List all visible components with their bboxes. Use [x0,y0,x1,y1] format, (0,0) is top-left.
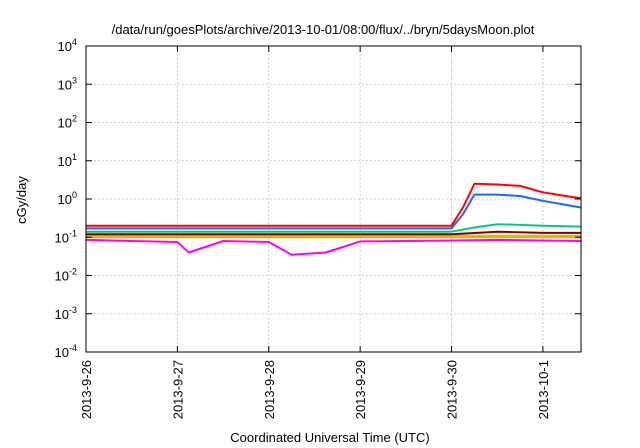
series-line [86,193,582,230]
x-tick-label: 2013-10-1 [536,360,551,419]
series-line [86,223,582,233]
chart-title: /data/run/goesPlots/archive/2013-10-01/0… [112,22,535,37]
x-axis-label: Coordinated Universal Time (UTC) [230,430,429,445]
series-line [86,182,582,227]
series-line [85,238,582,256]
x-tick-label: 2013-9-28 [262,360,277,419]
y-axis-label: cGy/day [14,176,29,224]
x-tick-label: 2013-9-27 [170,360,185,419]
y-tick-label: 103 [58,75,77,92]
y-tick-label: 10-2 [55,267,77,284]
series-line [86,230,581,236]
y-tick-label: 104 [58,37,77,54]
x-tick-label: 2013-9-26 [79,360,94,419]
y-tick-label: 100 [58,190,77,207]
grid [85,46,581,352]
y-tick-label: 10-4 [55,343,77,360]
y-tick-label: 102 [58,114,77,131]
x-tick-label: 2013-9-29 [353,360,368,419]
y-tick-label: 101 [58,152,77,169]
y-tick-label: 10-1 [55,228,77,245]
series-lines [85,182,582,256]
x-tick-label: 2013-9-30 [445,360,460,419]
axis-ticks: 10-4 10-3 10-2 10-1 100 101 102 103 104 2013-9-26… [55,37,581,419]
y-tick-label: 10-3 [55,305,77,322]
